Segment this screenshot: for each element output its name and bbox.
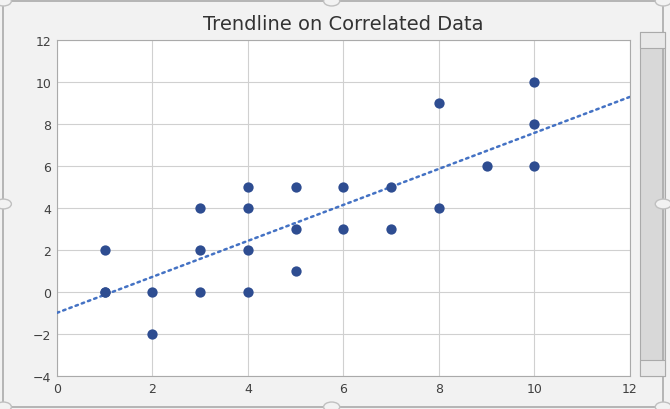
Point	[290, 184, 301, 191]
Point	[195, 205, 206, 212]
Point	[338, 184, 348, 191]
Point	[195, 247, 206, 254]
Point	[243, 289, 253, 296]
Point	[147, 289, 158, 296]
Point	[243, 184, 253, 191]
Point	[481, 164, 492, 170]
Point	[529, 80, 539, 86]
Point	[529, 164, 539, 170]
Point	[290, 268, 301, 275]
Point	[99, 247, 110, 254]
Title: Trendline on Correlated Data: Trendline on Correlated Data	[203, 15, 484, 34]
Point	[433, 101, 444, 107]
Point	[99, 289, 110, 296]
Point	[243, 205, 253, 212]
Point	[386, 226, 397, 233]
Point	[195, 289, 206, 296]
Point	[99, 289, 110, 296]
Point	[529, 121, 539, 128]
Point	[386, 184, 397, 191]
Point	[147, 331, 158, 338]
Point	[433, 205, 444, 212]
Point	[290, 226, 301, 233]
Point	[243, 247, 253, 254]
Point	[338, 226, 348, 233]
